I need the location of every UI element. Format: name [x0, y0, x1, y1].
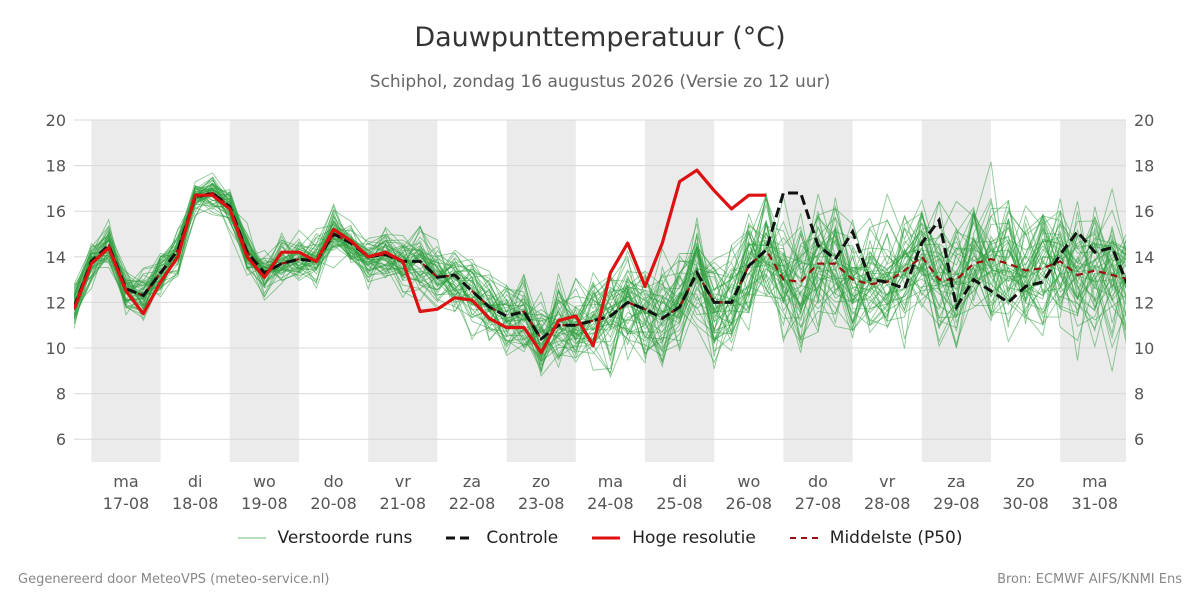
y-tick-right-20: 20 [1134, 111, 1154, 130]
x-tick-day-17-08: ma [113, 472, 138, 491]
y-tick-left-18: 18 [46, 157, 66, 176]
ensemble-member-line [74, 182, 1126, 354]
ensemble-member-line [74, 179, 1126, 357]
x-tick-date-27-08: 27-08 [795, 494, 842, 513]
x-tick-date-26-08: 26-08 [726, 494, 773, 513]
legend-label-members: Verstoorde runs [277, 528, 413, 548]
y-tick-left-16: 16 [46, 202, 66, 221]
x-tick-date-17-08: 17-08 [103, 494, 150, 513]
x-tick-date-21-08: 21-08 [380, 494, 427, 513]
legend-label-median: Middelste (P50) [829, 528, 963, 548]
x-tick-day-26-08: wo [737, 472, 760, 491]
x-tick-day-18-08: di [188, 472, 203, 491]
x-tick-day-29-08: za [947, 472, 965, 491]
x-tick-date-24-08: 24-08 [587, 494, 634, 513]
ensemble-member-line [74, 177, 1126, 365]
y-tick-left-10: 10 [46, 339, 66, 358]
chart-title: Dauwpunttemperatuur (°C) [414, 22, 786, 53]
x-tick-date-30-08: 30-08 [1002, 494, 1049, 513]
y-tick-right-16: 16 [1134, 202, 1154, 221]
legend-label-control: Controle [486, 528, 559, 548]
y-tick-right-6: 6 [1134, 430, 1144, 449]
x-tick-date-19-08: 19-08 [241, 494, 288, 513]
y-tick-right-14: 14 [1134, 248, 1154, 267]
x-tick-date-18-08: 18-08 [172, 494, 219, 513]
x-tick-date-20-08: 20-08 [310, 494, 357, 513]
series-hires-line [74, 168, 767, 355]
y-tick-left-8: 8 [56, 385, 66, 404]
x-tick-day-23-08: zo [532, 472, 550, 491]
x-tick-day-20-08: do [324, 472, 344, 491]
x-tick-date-22-08: 22-08 [449, 494, 496, 513]
y-tick-right-18: 18 [1134, 157, 1154, 176]
legend-item-hires: Hoge resolutie [592, 528, 756, 548]
ensemble-member-line [74, 206, 1126, 379]
y-tick-right-10: 10 [1134, 339, 1154, 358]
legend-swatch-members [237, 537, 266, 539]
series-control-line [74, 191, 1126, 342]
legend-swatch-control [446, 536, 475, 540]
footer-generated-by: Gegenereerd door MeteoVPS (meteo-service… [18, 572, 330, 587]
x-tick-day-21-08: vr [395, 472, 411, 491]
chart-subtitle: Schiphol, zondag 16 augustus 2026 (Versi… [369, 72, 831, 92]
x-tick-day-27-08: do [808, 472, 828, 491]
day-band-19-08 [229, 120, 299, 462]
legend-item-members: Verstoorde runs [237, 528, 413, 548]
x-tick-date-31-08: 31-08 [1072, 494, 1119, 513]
x-tick-day-19-08: wo [253, 472, 276, 491]
y-tick-left-12: 12 [46, 293, 66, 312]
x-tick-day-30-08: zo [1017, 472, 1035, 491]
chart-legend: Verstoorde runs Controle Hoge resolutie … [0, 528, 1200, 548]
y-tick-left-6: 6 [56, 430, 66, 449]
legend-item-median: Middelste (P50) [789, 528, 963, 548]
ensemble-member-line [74, 187, 1126, 353]
x-tick-date-25-08: 25-08 [656, 494, 703, 513]
legend-swatch-median [789, 537, 818, 539]
legend-swatch-hires [592, 536, 621, 540]
ensemble-member-line [74, 187, 1126, 357]
x-tick-date-28-08: 28-08 [864, 494, 911, 513]
x-tick-day-25-08: di [672, 472, 687, 491]
legend-item-control: Controle [446, 528, 558, 548]
x-tick-day-28-08: vr [879, 472, 895, 491]
legend-label-hires: Hoge resolutie [632, 528, 756, 548]
y-tick-left-20: 20 [46, 111, 66, 130]
y-tick-left-14: 14 [46, 248, 66, 267]
x-tick-day-24-08: ma [598, 472, 623, 491]
x-tick-date-29-08: 29-08 [933, 494, 980, 513]
y-tick-right-8: 8 [1134, 385, 1144, 404]
x-tick-date-23-08: 23-08 [518, 494, 565, 513]
x-tick-day-22-08: za [463, 472, 481, 491]
footer-source: Bron: ECMWF AIFS/KNMI Ens [997, 572, 1182, 587]
y-tick-right-12: 12 [1134, 293, 1154, 312]
x-tick-day-31-08: ma [1082, 472, 1107, 491]
